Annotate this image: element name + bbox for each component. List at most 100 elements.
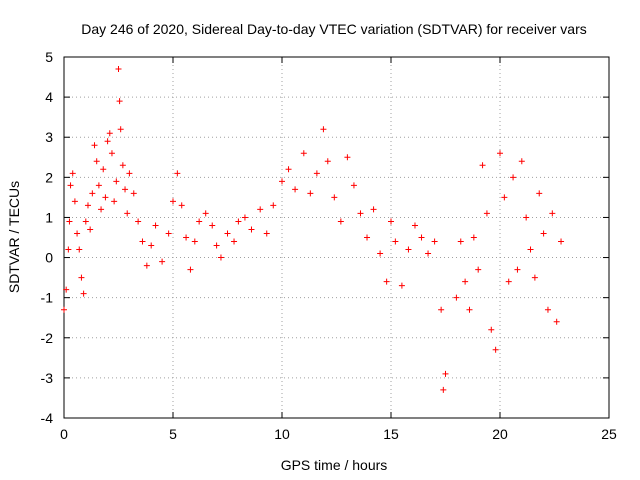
- data-point: [93, 158, 100, 165]
- data-point: [183, 234, 190, 241]
- x-tick-label: 0: [60, 426, 68, 442]
- data-point: [483, 210, 490, 217]
- data-point: [89, 190, 96, 197]
- y-tick-label: -4: [41, 410, 54, 426]
- data-point: [544, 306, 551, 313]
- plot-frame: [63, 56, 610, 419]
- y-tick-label: 3: [45, 129, 53, 145]
- data-point: [165, 230, 172, 237]
- data-point: [66, 218, 73, 225]
- data-point: [102, 194, 109, 201]
- grid-lines: [64, 57, 609, 418]
- data-point: [364, 234, 371, 241]
- data-point: [196, 218, 203, 225]
- data-point: [71, 198, 78, 205]
- data-point: [84, 202, 91, 209]
- data-point: [558, 238, 565, 245]
- data-point: [307, 190, 314, 197]
- y-tick-label: 5: [45, 49, 53, 65]
- data-point: [425, 250, 432, 257]
- data-point: [104, 138, 111, 145]
- data-point: [248, 226, 255, 233]
- data-point: [74, 230, 81, 237]
- data-point: [143, 262, 150, 269]
- data-point: [553, 318, 560, 325]
- data-point: [135, 218, 142, 225]
- axis-ticks: [63, 56, 610, 419]
- data-point: [479, 162, 486, 169]
- data-point: [510, 174, 517, 181]
- x-axis-label: GPS time / hours: [281, 457, 388, 473]
- data-point: [235, 218, 242, 225]
- data-point: [263, 230, 270, 237]
- data-point: [61, 306, 67, 313]
- data-point: [492, 346, 499, 353]
- data-point: [76, 246, 83, 253]
- data-point: [170, 198, 176, 205]
- data-point: [139, 238, 146, 245]
- data-point: [285, 166, 292, 173]
- data-point: [270, 202, 277, 209]
- data-point: [87, 226, 94, 233]
- data-point: [98, 206, 105, 213]
- data-point: [115, 66, 122, 73]
- data-point: [337, 218, 344, 225]
- data-point: [418, 234, 425, 241]
- data-point: [241, 214, 248, 221]
- data-point: [113, 178, 120, 185]
- data-point: [178, 202, 185, 209]
- y-tick-label: -3: [41, 370, 54, 386]
- data-point: [67, 182, 74, 189]
- data-point: [411, 222, 418, 229]
- data-point: [119, 162, 126, 169]
- data-point: [475, 266, 482, 273]
- data-point: [202, 210, 209, 217]
- data-point: [217, 254, 224, 261]
- data-point: [549, 210, 556, 217]
- data-point: [224, 230, 231, 237]
- data-point: [292, 186, 299, 193]
- data-point: [313, 170, 320, 177]
- data-point: [470, 234, 477, 241]
- data-point: [122, 186, 129, 193]
- data-point: [501, 194, 508, 201]
- x-tick-label: 10: [274, 426, 290, 442]
- data-point: [488, 326, 495, 333]
- data-point: [466, 306, 473, 313]
- data-point: [431, 238, 438, 245]
- data-point: [213, 242, 220, 249]
- data-point: [357, 210, 364, 217]
- data-point: [82, 218, 89, 225]
- data-point: [63, 286, 70, 293]
- data-point: [514, 266, 521, 273]
- data-point: [324, 158, 331, 165]
- data-point: [442, 370, 449, 377]
- data-point: [117, 126, 124, 133]
- data-points: [61, 66, 565, 393]
- data-point: [540, 230, 547, 237]
- data-point: [130, 190, 137, 197]
- y-axis-label: SDTVAR / TECUs: [6, 181, 22, 293]
- x-tick-label: 25: [601, 426, 617, 442]
- data-point: [65, 246, 72, 253]
- y-tick-label: 4: [45, 89, 53, 105]
- data-point: [187, 266, 194, 273]
- data-point: [383, 278, 390, 285]
- y-tick-label: 1: [45, 209, 53, 225]
- data-point: [174, 170, 181, 177]
- data-point: [159, 258, 166, 265]
- data-point: [377, 250, 384, 257]
- data-point: [405, 246, 412, 253]
- data-point: [152, 222, 159, 229]
- data-point: [505, 278, 512, 285]
- data-point: [398, 282, 405, 289]
- chart-title: Day 246 of 2020, Sidereal Day-to-day VTE…: [81, 21, 587, 37]
- data-point: [148, 242, 155, 249]
- data-point: [300, 150, 307, 157]
- data-point: [191, 238, 198, 245]
- data-point: [350, 182, 357, 189]
- data-point: [116, 98, 123, 105]
- data-point: [523, 214, 530, 221]
- y-tick-label: -2: [41, 330, 54, 346]
